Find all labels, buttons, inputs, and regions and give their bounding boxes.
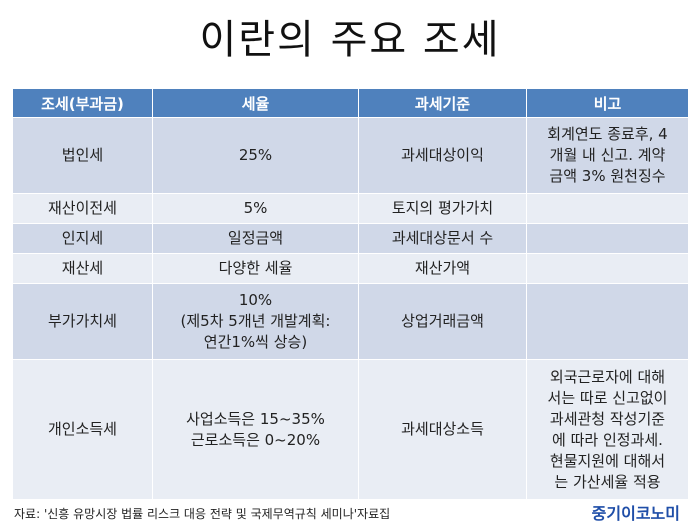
cell-tax: 법인세: [12, 117, 153, 194]
table-row: 재산이전세 5% 토지의 평가가치: [12, 193, 689, 224]
cell-note: [526, 223, 689, 254]
cell-rate: 사업소득은 15~35% 근로소득은 0~20%: [152, 359, 359, 500]
cell-tax: 인지세: [12, 223, 153, 254]
header-tax: 조세(부과금): [12, 88, 153, 118]
page-title: 이란의 주요 조세: [199, 17, 501, 63]
cell-basis: 과세대상소득: [358, 359, 527, 500]
cell-rate: 10% (제5차 5개년 개발계획: 연간1%씩 상승): [152, 283, 359, 360]
cell-basis: 과세대상이익: [358, 117, 527, 194]
cell-note: [526, 283, 689, 360]
cell-note: [526, 253, 689, 284]
cell-note: 외국근로자에 대해 서는 따로 신고없이 과세관청 작성기준 에 따라 인정과세…: [526, 359, 689, 500]
cell-basis: 과세대상문서 수: [358, 223, 527, 254]
cell-basis: 토지의 평가가치: [358, 193, 527, 224]
cell-basis: 상업거래금액: [358, 283, 527, 360]
tax-table: 조세(부과금) 세율 과세기준 비고 법인세 25% 과세대상이익 회계연도 종…: [12, 88, 689, 500]
source-note: 자료: '신흥 유망시장 법률 리스크 대응 전략 및 국제무역규칙 세미나'자…: [14, 507, 391, 521]
cell-tax: 부가가치세: [12, 283, 153, 360]
table-row: 개인소득세 사업소득은 15~35% 근로소득은 0~20% 과세대상소득 외국…: [12, 359, 689, 500]
cell-rate: 5%: [152, 193, 359, 224]
table-row: 법인세 25% 과세대상이익 회계연도 종료후, 4 개월 내 신고. 계약 금…: [12, 117, 689, 194]
publisher-logo: 중기이코노미: [591, 504, 680, 523]
header-rate: 세율: [152, 88, 359, 118]
cell-rate: 25%: [152, 117, 359, 194]
cell-basis: 재산가액: [358, 253, 527, 284]
table-row: 인지세 일정금액 과세대상문서 수: [12, 223, 689, 254]
table-row: 재산세 다양한 세율 재산가액: [12, 253, 689, 284]
table-row: 부가가치세 10% (제5차 5개년 개발계획: 연간1%씩 상승) 상업거래금…: [12, 283, 689, 360]
cell-note: [526, 193, 689, 224]
header-basis: 과세기준: [358, 88, 527, 118]
cell-rate: 다양한 세율: [152, 253, 359, 284]
cell-tax: 재산세: [12, 253, 153, 284]
cell-tax: 재산이전세: [12, 193, 153, 224]
cell-rate: 일정금액: [152, 223, 359, 254]
header-note: 비고: [526, 88, 689, 118]
table-header-row: 조세(부과금) 세율 과세기준 비고: [12, 88, 689, 118]
cell-tax: 개인소득세: [12, 359, 153, 500]
cell-note: 회계연도 종료후, 4 개월 내 신고. 계약 금액 3% 원천징수: [526, 117, 689, 194]
